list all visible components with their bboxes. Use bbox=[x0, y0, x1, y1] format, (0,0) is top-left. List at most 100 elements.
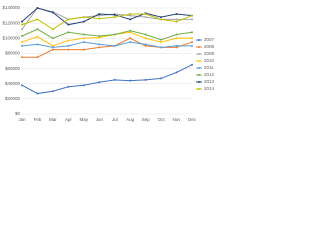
point bbox=[129, 41, 132, 44]
series-line bbox=[21, 41, 192, 48]
point bbox=[160, 46, 163, 49]
x-tick-label: Dec bbox=[188, 117, 197, 122]
point bbox=[21, 20, 23, 23]
chart: $0 $20000 $40000 $60000 $80000 $100000 $120000… bbox=[2, 5, 215, 122]
legend-label: 2013 bbox=[204, 79, 215, 84]
point bbox=[129, 31, 132, 34]
point bbox=[98, 46, 101, 49]
point bbox=[191, 63, 193, 66]
point bbox=[82, 20, 85, 23]
y-tick-label: $0 bbox=[15, 111, 21, 116]
point bbox=[21, 28, 23, 31]
point bbox=[36, 28, 39, 31]
point bbox=[98, 36, 101, 39]
point bbox=[51, 46, 54, 49]
point bbox=[160, 16, 163, 19]
point bbox=[113, 78, 116, 81]
point bbox=[129, 37, 132, 40]
x-tick-label: Oct bbox=[158, 117, 166, 122]
point bbox=[98, 35, 101, 38]
page: $0 $20000 $40000 $60000 $80000 $100000 $120000… bbox=[2, 5, 215, 123]
legend-label: 2007 bbox=[204, 37, 215, 42]
point bbox=[160, 41, 163, 44]
point bbox=[51, 48, 54, 51]
point bbox=[51, 28, 54, 31]
y-tick-label: $100000 bbox=[2, 35, 20, 40]
point bbox=[21, 41, 23, 44]
point bbox=[144, 78, 147, 81]
y-tick-label: $140000 bbox=[2, 5, 20, 10]
point bbox=[113, 16, 116, 19]
point bbox=[129, 13, 132, 16]
legend-label: 2009 bbox=[204, 51, 215, 56]
point bbox=[98, 43, 101, 46]
point bbox=[129, 79, 132, 82]
legend-label: 2010 bbox=[204, 58, 215, 63]
y-tick-label: $80000 bbox=[5, 51, 21, 56]
point bbox=[98, 81, 101, 84]
point bbox=[191, 41, 193, 44]
point bbox=[51, 11, 54, 14]
point bbox=[82, 48, 85, 51]
point bbox=[36, 35, 39, 38]
legend-marker bbox=[198, 81, 200, 83]
point bbox=[82, 84, 85, 87]
point bbox=[191, 31, 193, 34]
point bbox=[191, 37, 193, 40]
series-line bbox=[21, 64, 193, 95]
legend-label: 2008 bbox=[204, 44, 215, 49]
y-tick-label: $120000 bbox=[2, 20, 20, 25]
x-tick-label: Jun bbox=[96, 117, 104, 122]
point bbox=[36, 43, 39, 46]
point bbox=[175, 46, 178, 49]
point bbox=[191, 44, 193, 47]
legend-label: 2011 bbox=[204, 65, 214, 70]
x-tick-label: Jul bbox=[112, 117, 118, 122]
point bbox=[175, 44, 178, 47]
x-tick-label: Nov bbox=[173, 117, 182, 122]
x-tick-label: Aug bbox=[126, 117, 135, 122]
series-line bbox=[21, 31, 192, 47]
point bbox=[82, 33, 85, 36]
point bbox=[191, 14, 193, 17]
legend-marker bbox=[198, 60, 200, 62]
point bbox=[175, 37, 178, 40]
point bbox=[67, 44, 70, 47]
legend-marker bbox=[198, 46, 200, 48]
x-tick-label: May bbox=[80, 117, 89, 122]
point bbox=[82, 16, 85, 19]
point bbox=[144, 33, 147, 36]
point bbox=[144, 37, 147, 40]
point bbox=[113, 33, 116, 36]
point bbox=[36, 18, 39, 21]
series-line bbox=[21, 28, 193, 41]
point bbox=[175, 33, 178, 36]
point bbox=[160, 77, 163, 80]
point bbox=[129, 29, 132, 32]
point bbox=[175, 18, 178, 21]
point bbox=[67, 23, 70, 26]
point bbox=[21, 23, 23, 26]
y-tick-label: $20000 bbox=[5, 96, 21, 101]
legend-marker bbox=[198, 39, 200, 41]
x-tick-label: Apr bbox=[65, 117, 73, 122]
point bbox=[98, 14, 101, 17]
legend-marker bbox=[198, 74, 200, 76]
point bbox=[21, 56, 23, 59]
x-tick-label: Feb bbox=[34, 117, 42, 122]
point bbox=[175, 13, 178, 16]
point bbox=[51, 90, 54, 93]
point bbox=[82, 37, 85, 40]
point bbox=[113, 44, 116, 47]
point bbox=[191, 18, 193, 21]
legend-label: 2014 bbox=[204, 86, 215, 91]
point bbox=[36, 56, 39, 59]
point bbox=[144, 43, 147, 46]
point bbox=[21, 35, 23, 38]
legend-marker bbox=[198, 88, 200, 90]
point bbox=[67, 48, 70, 51]
series-line bbox=[21, 7, 193, 26]
y-tick-label: $40000 bbox=[5, 81, 21, 86]
point bbox=[98, 13, 101, 16]
legend-marker bbox=[198, 53, 200, 55]
